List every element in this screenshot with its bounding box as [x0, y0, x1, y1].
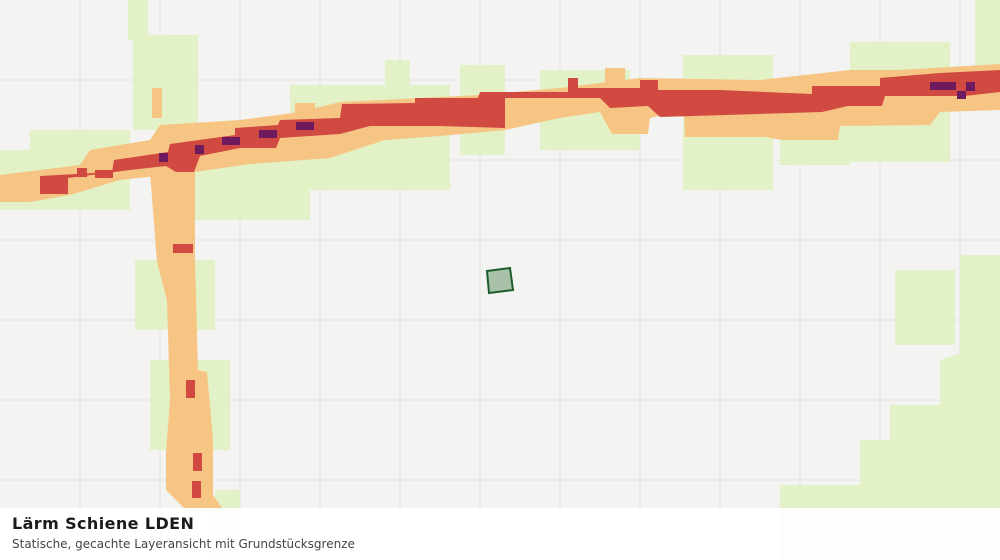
zone — [186, 380, 195, 398]
zone — [295, 103, 315, 123]
zone — [296, 122, 314, 130]
zone — [95, 170, 113, 178]
zone — [930, 82, 956, 90]
layer-title: Lärm Schiene LDEN — [12, 514, 195, 533]
zone — [173, 244, 193, 253]
zone — [595, 88, 613, 96]
parcel-boundary — [485, 266, 515, 295]
zone — [40, 70, 1000, 194]
zone — [193, 453, 202, 471]
zone — [975, 0, 1000, 70]
zone — [957, 91, 966, 99]
zone — [385, 60, 410, 100]
zone — [222, 137, 240, 145]
zone — [128, 0, 148, 40]
zone — [966, 82, 975, 91]
zone — [605, 68, 625, 88]
zone — [150, 172, 222, 508]
zone — [895, 270, 955, 345]
zone — [780, 340, 1000, 560]
noise-zone-very-high — [159, 82, 975, 162]
zone — [159, 153, 168, 162]
zone — [192, 481, 201, 498]
zone — [133, 35, 198, 130]
zone — [259, 130, 277, 138]
zone — [152, 88, 162, 118]
zone — [77, 168, 87, 177]
info-panel: Lärm Schiene LDEN Statische, gecachte La… — [0, 508, 1000, 560]
noise-zone-high — [40, 70, 1000, 498]
layer-subtitle: Statische, gecachte Layeransicht mit Gru… — [12, 537, 355, 551]
zone — [195, 145, 204, 154]
